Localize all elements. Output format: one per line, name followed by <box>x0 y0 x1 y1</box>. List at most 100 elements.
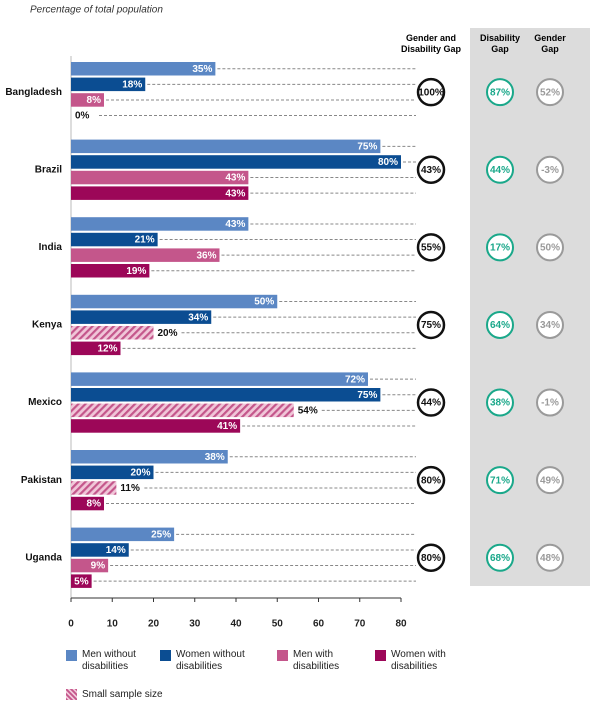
gap-label: 80% <box>421 553 441 564</box>
value-label: 50% <box>254 297 274 308</box>
x-tick-label: 20 <box>148 619 160 630</box>
gap-label: 75% <box>421 320 441 331</box>
gap-circle <box>486 543 514 572</box>
gap-circle <box>536 388 564 417</box>
bar <box>71 326 154 340</box>
value-label: 43% <box>225 219 245 230</box>
gap-circle <box>486 388 514 417</box>
bar <box>71 248 220 262</box>
value-label: 80% <box>378 157 398 168</box>
bar <box>71 558 109 573</box>
x-tick-label: 0 <box>68 619 74 630</box>
category-label: Brazil <box>35 164 62 175</box>
value-label: 54% <box>298 405 318 416</box>
gap-label: 55% <box>421 242 441 253</box>
legend-swatch <box>277 650 288 661</box>
gap-header: Gender and Disability Gap <box>400 33 462 54</box>
value-label: 35% <box>192 64 212 75</box>
gap-label: 34% <box>540 320 560 331</box>
value-label: 0% <box>75 111 90 122</box>
gap-panel <box>470 28 590 586</box>
gap-circle <box>536 310 564 339</box>
legend-label: Men without disabilities <box>82 649 136 672</box>
value-label: 41% <box>217 421 237 432</box>
gap-circle <box>486 233 514 262</box>
bar <box>71 62 216 76</box>
value-label: 8% <box>87 95 102 106</box>
bar <box>71 481 117 495</box>
bar <box>71 232 158 247</box>
value-label: 43% <box>225 188 245 199</box>
bar <box>71 77 146 92</box>
category-label: India <box>39 242 63 253</box>
legend-label: Men with disabilities <box>293 649 340 672</box>
gap-circle <box>416 233 446 262</box>
bar <box>71 450 228 464</box>
gap-label: 44% <box>490 165 510 176</box>
bar <box>71 186 249 200</box>
bar <box>71 388 381 402</box>
value-label: 18% <box>122 79 142 90</box>
bar <box>71 93 104 107</box>
gap-label: 49% <box>540 475 560 486</box>
gap-label: 43% <box>421 165 441 176</box>
value-label: 72% <box>345 374 365 385</box>
gap-circle <box>486 466 514 495</box>
gap-circle <box>416 155 446 184</box>
value-label: 38% <box>205 452 225 463</box>
gap-label: -3% <box>541 165 559 176</box>
bar <box>71 496 104 511</box>
gap-label: 71% <box>490 475 510 486</box>
value-label: 12% <box>97 343 117 354</box>
bar <box>71 574 92 588</box>
gap-circle <box>536 78 564 107</box>
gap-circle <box>416 543 446 572</box>
value-label: 43% <box>225 173 245 184</box>
value-label: 11% <box>120 483 140 494</box>
bar <box>71 419 241 433</box>
gap-circle <box>416 77 446 107</box>
value-label: 36% <box>196 250 216 261</box>
gap-label: 44% <box>421 398 441 409</box>
value-label: 19% <box>126 266 146 277</box>
bar <box>71 310 212 324</box>
legend-swatch <box>66 650 77 661</box>
value-label: 21% <box>135 235 155 246</box>
category-label: Bangladesh <box>5 87 62 98</box>
gap-circle <box>536 543 564 572</box>
gap-header: Gender Gap <box>534 33 566 54</box>
bar <box>71 139 381 154</box>
gap-label: 48% <box>540 553 560 564</box>
value-label: 75% <box>357 141 377 152</box>
bar <box>71 155 401 169</box>
value-label: 8% <box>87 499 102 510</box>
legend-label: Women without disabilities <box>176 649 245 672</box>
gap-label: 17% <box>490 242 510 253</box>
gap-label: 80% <box>421 475 441 486</box>
gap-circle <box>486 78 514 107</box>
gap-circle <box>416 388 446 417</box>
gap-label: 50% <box>540 242 560 253</box>
x-tick-label: 70 <box>354 619 366 630</box>
bar <box>71 341 121 356</box>
category-label: Pakistan <box>21 475 62 486</box>
x-tick-label: 80 <box>395 619 407 630</box>
bar <box>71 527 175 542</box>
bar <box>71 294 278 309</box>
gap-label: 52% <box>540 87 560 98</box>
category-label: Mexico <box>28 397 62 408</box>
gap-label: 100% <box>418 87 444 98</box>
bar <box>71 403 294 418</box>
x-tick-label: 40 <box>230 619 242 630</box>
gap-label: 38% <box>490 398 510 409</box>
x-tick-label: 50 <box>272 619 284 630</box>
value-label: 9% <box>91 561 106 572</box>
bar <box>71 543 129 557</box>
x-tick-label: 60 <box>313 619 325 630</box>
value-label: 14% <box>106 545 126 556</box>
value-label: 75% <box>357 390 377 401</box>
gap-label: -1% <box>541 398 559 409</box>
value-label: 20% <box>158 328 178 339</box>
